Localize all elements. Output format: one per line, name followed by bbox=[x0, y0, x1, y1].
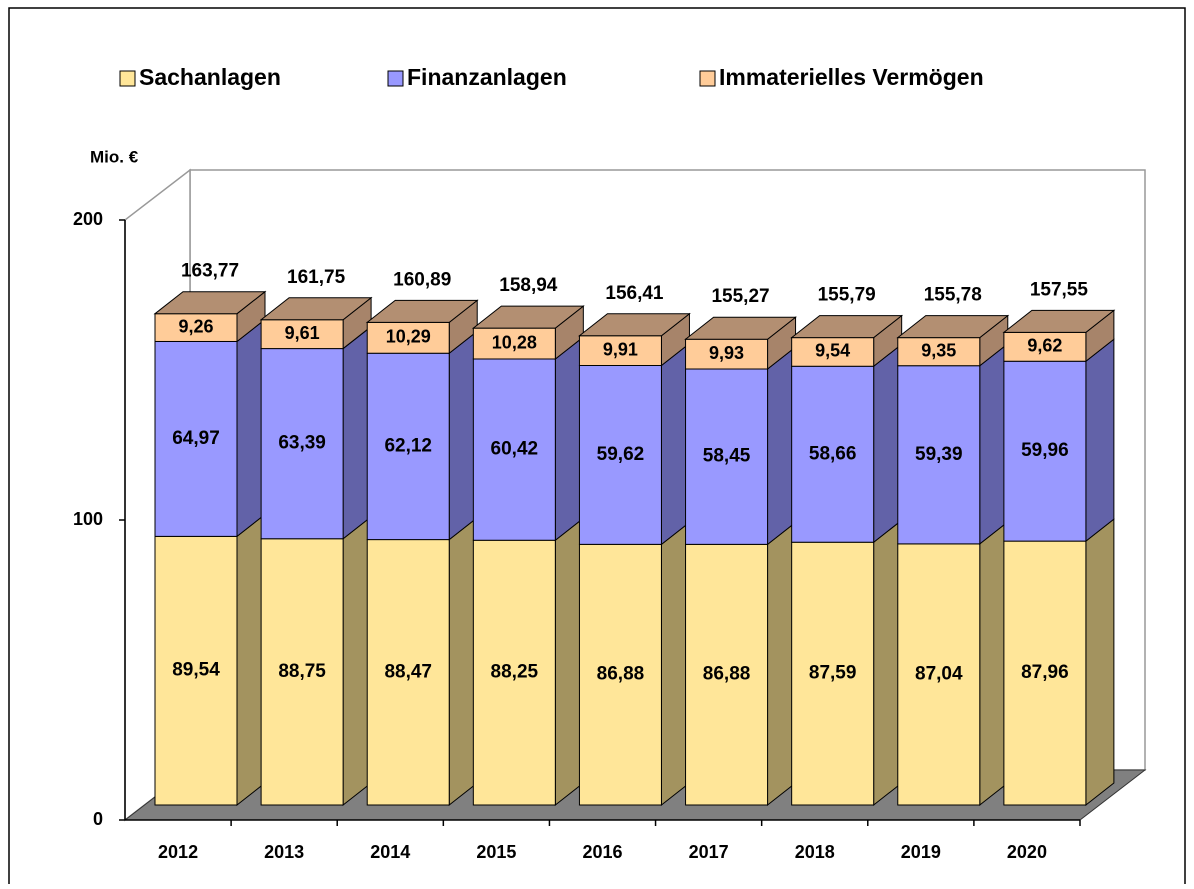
bar bbox=[472, 358, 556, 541]
bar bbox=[897, 337, 981, 367]
value-label: 87,59 bbox=[809, 663, 857, 684]
value-label: 58,66 bbox=[809, 443, 857, 464]
bar bbox=[1003, 540, 1087, 806]
total-label: 156,41 bbox=[605, 283, 664, 304]
value-label: 9,54 bbox=[815, 341, 850, 361]
legend-label: Finanzanlagen bbox=[407, 64, 567, 90]
bar-top bbox=[365, 299, 479, 323]
bar bbox=[366, 321, 450, 354]
total-label: 155,79 bbox=[818, 285, 876, 306]
x-tick-label: 2017 bbox=[689, 842, 729, 862]
bar-top bbox=[896, 315, 1010, 339]
total-label: 155,78 bbox=[924, 285, 982, 306]
bar bbox=[472, 539, 556, 806]
bar bbox=[897, 543, 981, 806]
legend-swatch bbox=[387, 70, 404, 87]
value-label: 10,29 bbox=[386, 327, 431, 347]
value-label: 9,91 bbox=[603, 339, 638, 359]
value-label: 59,62 bbox=[597, 444, 645, 465]
bar bbox=[366, 352, 450, 541]
value-label: 9,35 bbox=[921, 340, 956, 360]
value-label: 10,28 bbox=[492, 332, 537, 352]
x-tick-label: 2013 bbox=[264, 842, 304, 862]
bar-top bbox=[259, 297, 373, 321]
bar bbox=[154, 340, 238, 537]
bar bbox=[578, 365, 662, 545]
bar-top bbox=[471, 305, 585, 329]
bar bbox=[154, 313, 238, 342]
bar bbox=[260, 538, 344, 806]
bar bbox=[897, 365, 981, 545]
bar bbox=[1003, 360, 1087, 542]
value-label: 9,26 bbox=[178, 316, 213, 336]
legend-label: Sachanlagen bbox=[139, 64, 281, 90]
x-tick-label: 2020 bbox=[1007, 842, 1047, 862]
value-label: 62,12 bbox=[384, 435, 432, 456]
bar-top bbox=[153, 291, 267, 315]
bar bbox=[791, 365, 875, 543]
total-label: 160,89 bbox=[393, 269, 451, 290]
bar bbox=[1003, 331, 1087, 362]
bar bbox=[578, 543, 662, 806]
value-label: 89,54 bbox=[172, 660, 220, 681]
bar-top bbox=[1002, 309, 1116, 333]
total-label: 163,77 bbox=[181, 261, 239, 282]
x-tick-label: 2015 bbox=[476, 842, 516, 862]
value-label: 88,75 bbox=[278, 661, 326, 682]
bar bbox=[260, 319, 344, 350]
bar-side bbox=[1085, 518, 1115, 807]
bar bbox=[685, 543, 769, 806]
y-tick-label: 100 bbox=[73, 509, 103, 529]
value-label: 63,39 bbox=[278, 433, 326, 454]
x-tick-label: 2012 bbox=[158, 842, 198, 862]
value-label: 88,25 bbox=[491, 662, 539, 683]
bar-top bbox=[577, 313, 691, 337]
total-label: 161,75 bbox=[287, 267, 346, 288]
x-tick-label: 2019 bbox=[901, 842, 941, 862]
x-tick-label: 2016 bbox=[582, 842, 622, 862]
legend-swatch bbox=[699, 70, 716, 87]
total-label: 158,94 bbox=[499, 275, 558, 296]
bar-top bbox=[790, 315, 904, 339]
value-label: 87,96 bbox=[1021, 662, 1069, 683]
bar bbox=[366, 539, 450, 806]
legend-swatch bbox=[119, 70, 136, 87]
value-label: 9,93 bbox=[709, 343, 744, 363]
bar bbox=[791, 541, 875, 806]
bar bbox=[472, 327, 556, 360]
y-axis-label: Mio. € bbox=[90, 147, 139, 166]
value-label: 58,45 bbox=[703, 446, 751, 467]
x-tick-label: 2018 bbox=[795, 842, 835, 862]
value-label: 59,39 bbox=[915, 444, 963, 465]
total-label: 157,55 bbox=[1030, 279, 1089, 300]
total-label: 155,27 bbox=[711, 286, 769, 307]
y-tick-label: 0 bbox=[93, 809, 103, 829]
y-tick-label: 200 bbox=[73, 209, 103, 229]
bar bbox=[154, 535, 238, 806]
bar bbox=[260, 348, 344, 540]
value-label: 86,88 bbox=[703, 664, 751, 685]
x-tick-label: 2014 bbox=[370, 842, 410, 862]
value-label: 64,97 bbox=[172, 428, 220, 449]
legend-label: Immaterielles Vermögen bbox=[719, 64, 984, 90]
value-label: 59,96 bbox=[1021, 440, 1069, 461]
value-label: 86,88 bbox=[597, 664, 645, 685]
value-label: 88,47 bbox=[384, 661, 432, 682]
value-label: 60,42 bbox=[491, 439, 539, 460]
bar-top bbox=[684, 316, 798, 340]
value-label: 87,04 bbox=[915, 663, 963, 684]
bar-side bbox=[1085, 338, 1115, 543]
value-label: 9,61 bbox=[285, 323, 320, 343]
bar bbox=[685, 368, 769, 545]
value-label: 9,62 bbox=[1027, 336, 1062, 356]
bar bbox=[578, 335, 662, 366]
